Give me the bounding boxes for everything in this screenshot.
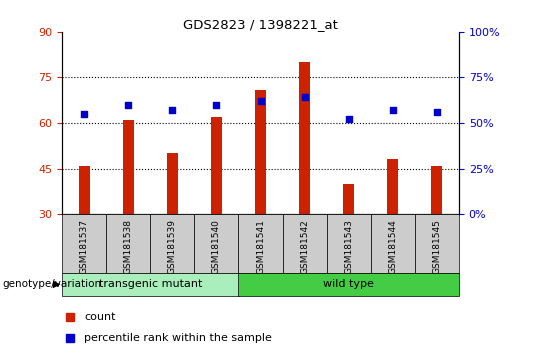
Point (80, 111, 89, 117)
Text: GSM181539: GSM181539 (168, 219, 177, 274)
Text: GSM181543: GSM181543 (345, 219, 353, 274)
Bar (123, 120, 134, 214)
Bar (106, 214, 150, 273)
Bar (150, 214, 194, 273)
Point (388, 107, 397, 113)
Bar (239, 273, 459, 296)
Point (212, 102, 221, 108)
Text: wild type: wild type (323, 279, 374, 289)
Point (433, 109, 441, 115)
Bar (62, 273, 239, 296)
Text: GSM181544: GSM181544 (388, 219, 397, 274)
Bar (167, 153, 178, 214)
Text: GSM181541: GSM181541 (256, 219, 265, 274)
Bar (327, 214, 371, 273)
Bar (255, 90, 266, 214)
Bar (79, 166, 90, 214)
Title: GDS2823 / 1398221_at: GDS2823 / 1398221_at (183, 18, 338, 31)
Bar (387, 159, 399, 214)
Point (300, 95, 309, 100)
Bar (371, 214, 415, 273)
Point (168, 107, 177, 113)
Bar (431, 166, 442, 214)
Text: genotype/variation: genotype/variation (3, 279, 102, 289)
Bar (343, 184, 354, 214)
Bar (62, 214, 106, 273)
Text: GSM181537: GSM181537 (80, 219, 89, 274)
Point (256, 98, 265, 104)
Text: GSM181545: GSM181545 (433, 219, 441, 274)
Bar (194, 214, 239, 273)
Bar (239, 214, 282, 273)
Text: percentile rank within the sample: percentile rank within the sample (84, 332, 272, 343)
Bar (282, 214, 327, 273)
Text: transgenic mutant: transgenic mutant (99, 279, 202, 289)
Bar (299, 62, 310, 214)
Text: GSM181538: GSM181538 (124, 219, 133, 274)
Point (124, 102, 133, 108)
Text: GSM181542: GSM181542 (300, 219, 309, 274)
Text: GSM181540: GSM181540 (212, 219, 221, 274)
Text: ▶: ▶ (53, 279, 60, 289)
Bar (415, 214, 459, 273)
Bar (211, 117, 222, 214)
Text: count: count (84, 312, 116, 322)
Point (345, 116, 353, 122)
